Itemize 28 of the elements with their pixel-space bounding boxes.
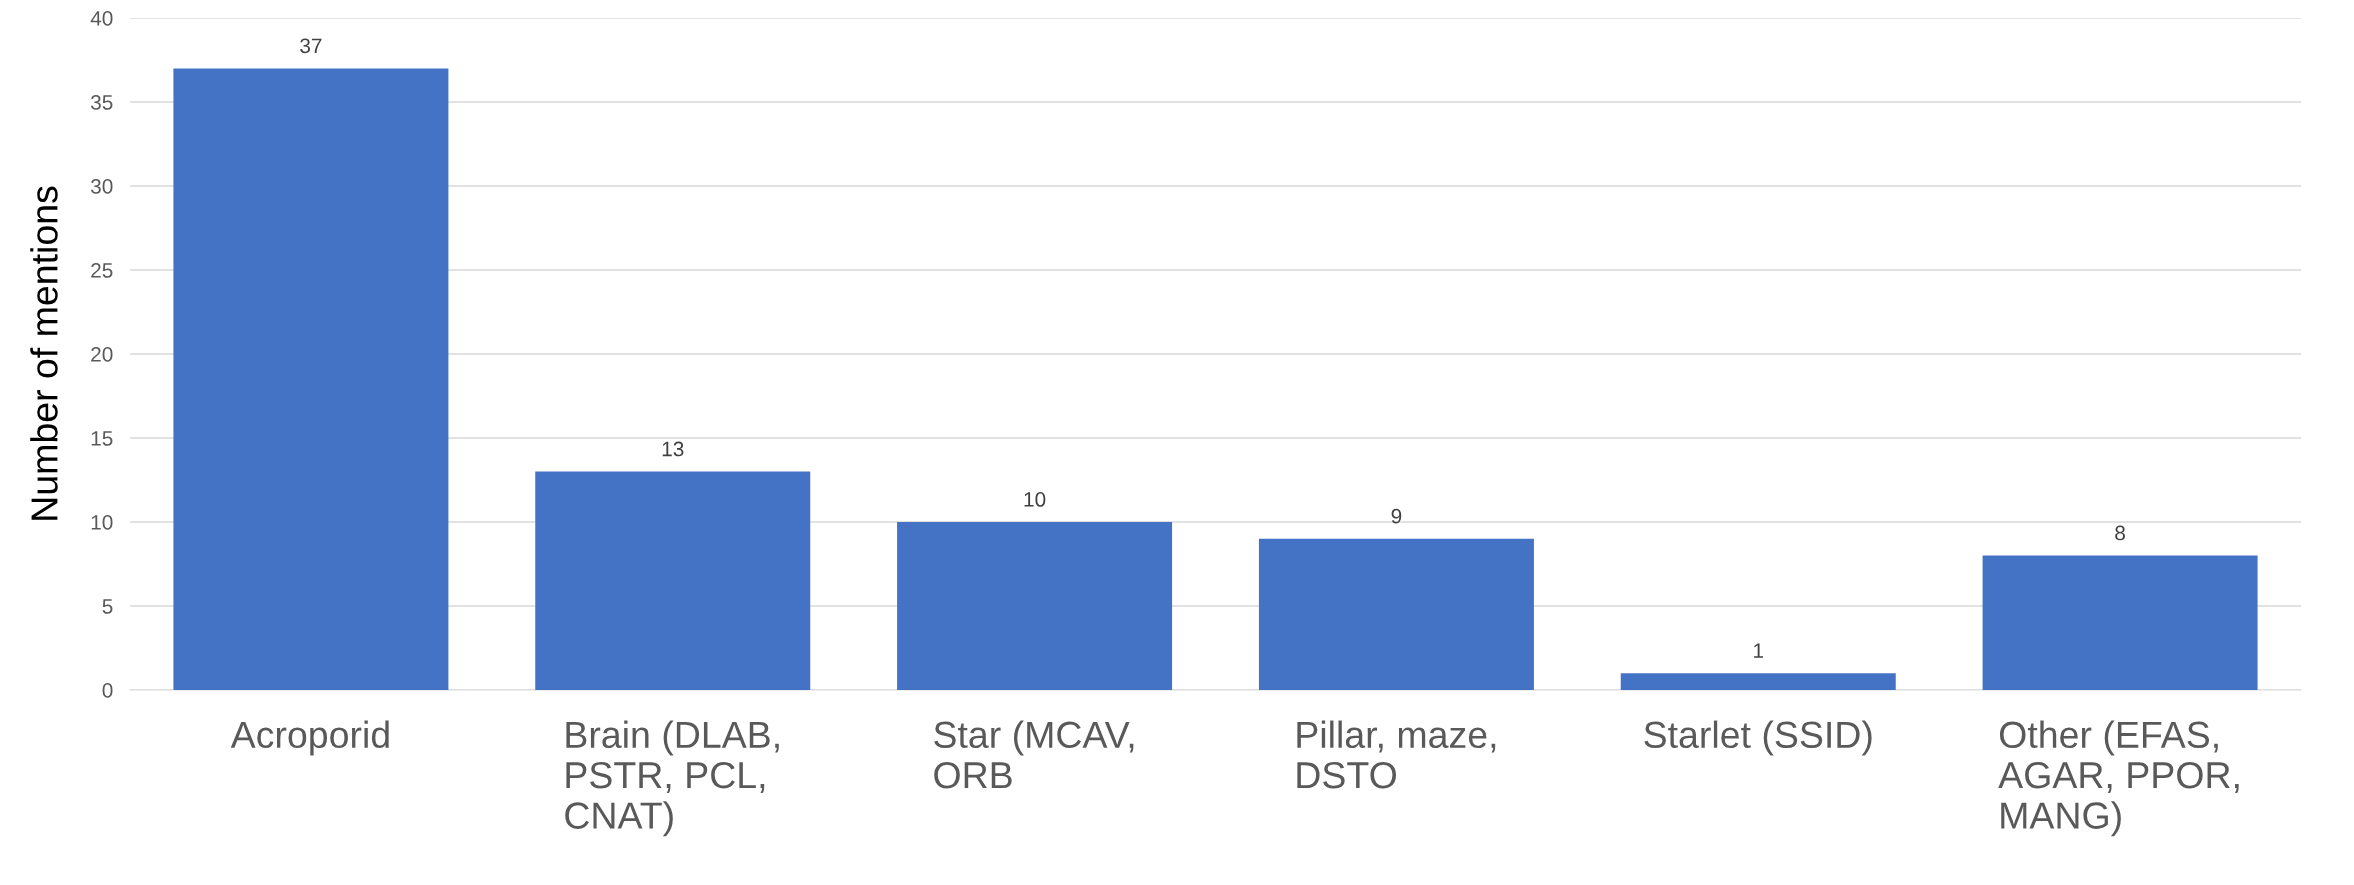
y-tick-label: 40	[90, 11, 113, 26]
y-tick-label: 35	[90, 95, 113, 110]
data-label: 9	[1391, 508, 1402, 524]
x-tick-label: Brain (DLAB, PSTR, PCL, CNAT)	[565, 720, 779, 837]
y-tick-label: 30	[90, 179, 113, 194]
bar	[1982, 555, 2258, 690]
bar	[897, 522, 1173, 690]
bar	[535, 471, 811, 690]
x-tick-label: Pillar, maze, DSTO	[1297, 720, 1496, 789]
y-axis-title: Number of mentions	[30, 186, 58, 520]
x-tick-label: Other (EFAS, AGAR, PPOR, MANG)	[1998, 720, 2239, 837]
bar	[1258, 538, 1534, 690]
data-label: 8	[2115, 525, 2125, 541]
y-tick-label: 15	[91, 431, 113, 446]
y-tick-label: 20	[91, 347, 113, 362]
data-label: 10	[1024, 492, 1046, 507]
data-label: 1	[1754, 643, 1764, 658]
x-tick-label: Starlet (SSID)	[1644, 720, 1872, 756]
y-tick-label: 10	[91, 515, 113, 530]
bar	[1620, 673, 1896, 690]
y-tick-label: 5	[102, 599, 113, 614]
x-tick-label: Acroporid	[230, 720, 389, 756]
bar	[173, 68, 449, 690]
data-label: 37	[300, 38, 322, 54]
y-tick-label: 25	[91, 263, 113, 278]
data-label: 13	[662, 441, 684, 457]
x-tick-label: Star (MCAV, ORB	[934, 720, 1134, 789]
y-tick-label: 0	[102, 683, 113, 698]
